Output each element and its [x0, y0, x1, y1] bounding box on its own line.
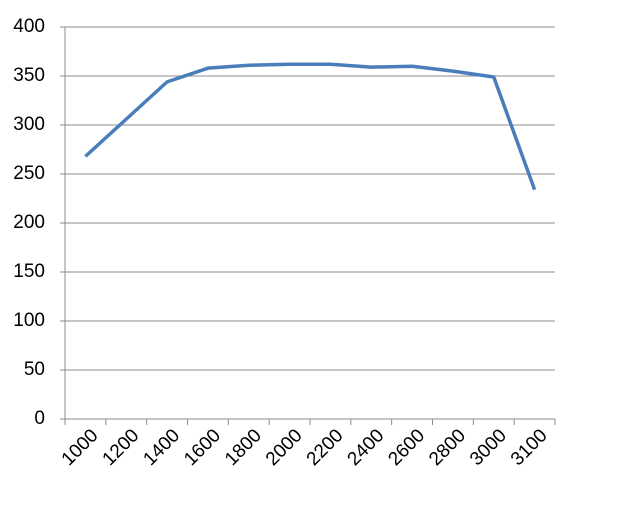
- y-tick-label: 250: [13, 163, 45, 184]
- x-tick-label: 2000: [262, 425, 307, 470]
- y-tick-label: 300: [13, 114, 45, 135]
- y-tick-label: 200: [13, 212, 45, 233]
- y-tick-label: 150: [13, 261, 45, 282]
- y-tick-label: 0: [34, 408, 45, 429]
- x-tick-label: 1600: [180, 425, 225, 470]
- y-tick-label: 100: [13, 310, 45, 331]
- x-tick-label: 2800: [425, 425, 470, 470]
- data-line: [84, 62, 537, 191]
- x-tick-label: 1200: [99, 425, 144, 470]
- x-tick-label: 1000: [58, 425, 103, 470]
- x-tick-label: 1400: [139, 425, 184, 470]
- x-tick-label: 2600: [384, 425, 429, 470]
- y-tick-label: 350: [13, 65, 45, 86]
- x-tick-label: 2400: [344, 425, 389, 470]
- x-tick-label: 1800: [221, 425, 266, 470]
- x-tick-label: 3000: [466, 425, 511, 470]
- x-tick-label: 2200: [303, 425, 348, 470]
- x-tick-label: 3100: [507, 425, 552, 470]
- y-tick-label: 50: [24, 359, 45, 380]
- y-tick-label: 400: [13, 16, 45, 37]
